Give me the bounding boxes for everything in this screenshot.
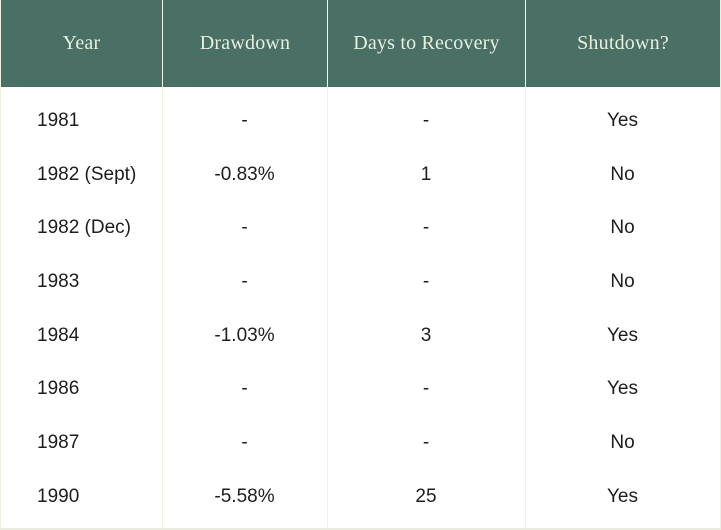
table-row: 1990 -5.58% 25 Yes [1, 470, 720, 524]
table-row: 1984 -1.03% 3 Yes [1, 309, 720, 363]
table-row: 1982 (Dec) - - No [1, 201, 720, 255]
table-row: 1983 - - No [1, 255, 720, 309]
cell-days-to-recovery: 25 [415, 485, 437, 507]
cell-shutdown: Yes [607, 324, 638, 346]
cell-year: 1982 (Sept) [37, 163, 137, 185]
header-cell-drawdown: Drawdown [162, 0, 327, 87]
table-row: 1986 - - Yes [1, 362, 720, 416]
cell-days-to-recovery: - [422, 109, 430, 131]
cell-shutdown: Yes [607, 485, 638, 507]
cell-drawdown: - [241, 431, 248, 453]
cell-days-to-recovery: - [422, 378, 430, 400]
header-cell-days-to-recovery: Days to Recovery [327, 0, 525, 87]
cell-drawdown: - [241, 270, 248, 292]
header-cell-year: Year [62, 32, 101, 54]
cell-year: 1982 (Dec) [37, 217, 131, 239]
cell-drawdown: -0.83% [214, 163, 275, 185]
cell-days-to-recovery: - [422, 431, 430, 453]
cell-drawdown: -5.58% [214, 485, 275, 507]
cell-year: 1987 [37, 431, 80, 453]
cell-drawdown: - [241, 217, 248, 239]
cell-year: 1986 [37, 378, 80, 400]
column-divider [327, 87, 328, 528]
column-divider [162, 87, 163, 528]
cell-shutdown: No [610, 217, 635, 239]
cell-shutdown: No [610, 163, 635, 185]
table-row: 1981 - - Yes [1, 94, 720, 148]
header-cell-shutdown: Shutdown? [525, 0, 720, 87]
cell-days-to-recovery: - [422, 217, 430, 239]
cell-days-to-recovery: - [422, 270, 430, 292]
cell-shutdown: Yes [607, 109, 638, 131]
cell-year: 1990 [37, 485, 80, 507]
cell-year: 1981 [37, 109, 80, 131]
cell-year: 1983 [37, 270, 80, 292]
cell-shutdown: Yes [607, 378, 638, 400]
cell-drawdown: -1.03% [214, 324, 275, 346]
column-divider [525, 87, 526, 528]
cell-days-to-recovery: 1 [420, 163, 432, 185]
cell-year: 1984 [37, 324, 80, 346]
cell-days-to-recovery: 3 [420, 324, 432, 346]
cell-drawdown: - [241, 378, 248, 400]
table-row: 1987 - - No [1, 416, 720, 470]
cell-shutdown: No [610, 431, 635, 453]
table-row: 1982 (Sept) -0.83% 1 No [1, 148, 720, 202]
table-body: 1981 - - Yes 1982 (Sept) -0.83% 1 No 198… [1, 87, 720, 528]
cell-shutdown: No [610, 270, 635, 292]
table-header-row: Year Drawdown Days to Recovery Shutdown? [1, 0, 720, 87]
cell-drawdown: - [241, 109, 248, 131]
